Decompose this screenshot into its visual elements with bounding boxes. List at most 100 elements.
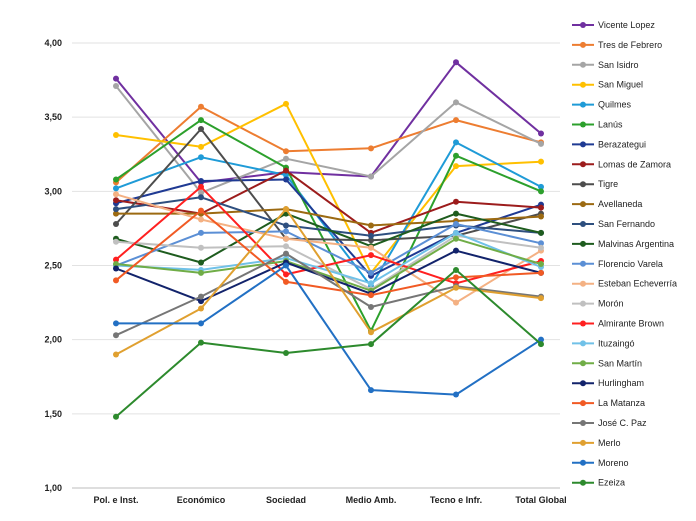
data-point bbox=[283, 243, 289, 250]
data-point bbox=[198, 229, 204, 236]
x-tick-label: Sociedad bbox=[266, 495, 306, 505]
data-point bbox=[198, 154, 204, 161]
series-line bbox=[115, 212, 542, 264]
legend-item: Berazategui bbox=[572, 139, 646, 149]
legend-swatch-marker bbox=[580, 181, 586, 188]
data-point bbox=[198, 269, 204, 276]
series-1 bbox=[113, 103, 544, 186]
series-12 bbox=[113, 220, 544, 276]
data-point bbox=[368, 280, 374, 287]
y-tick-label: 4,00 bbox=[44, 38, 62, 48]
data-point bbox=[283, 278, 289, 285]
y-tick-label: 1,50 bbox=[44, 409, 62, 419]
legend-item: Tigre bbox=[572, 179, 618, 189]
data-point bbox=[113, 176, 119, 183]
legend-swatch-marker bbox=[580, 61, 586, 68]
legend-label: Lomas de Zamora bbox=[598, 159, 671, 169]
data-point bbox=[453, 99, 459, 106]
legend-swatch-marker bbox=[580, 400, 586, 407]
legend-label: Malvinas Argentina bbox=[598, 239, 674, 249]
legend-swatch-marker bbox=[580, 340, 586, 347]
legend-item: Esteban Echeverría bbox=[572, 279, 677, 289]
data-point bbox=[453, 299, 459, 306]
data-point bbox=[113, 197, 119, 204]
series-lines bbox=[113, 59, 544, 420]
legend-item: Almirante Brown bbox=[572, 319, 664, 329]
legend-item: Hurlingham bbox=[572, 378, 644, 388]
data-point bbox=[283, 228, 289, 235]
series-line bbox=[115, 128, 542, 242]
data-point bbox=[113, 83, 119, 90]
data-point bbox=[453, 117, 459, 124]
legend-item: José C. Paz bbox=[572, 418, 647, 428]
data-point bbox=[198, 320, 204, 327]
data-point bbox=[283, 235, 289, 242]
data-point bbox=[198, 117, 204, 124]
legend-label: Tigre bbox=[598, 179, 618, 189]
series-line bbox=[115, 249, 542, 303]
data-point bbox=[453, 266, 459, 273]
legend-swatch-marker bbox=[580, 380, 586, 387]
legend-label: Florencio Varela bbox=[598, 259, 663, 269]
data-point bbox=[453, 220, 459, 227]
series-line bbox=[115, 193, 542, 304]
legend-label: San Isidro bbox=[598, 60, 639, 70]
legend-label: Merlo bbox=[598, 438, 621, 448]
legend-label: San Miguel bbox=[598, 80, 643, 90]
legend-swatch-marker bbox=[580, 121, 586, 128]
data-point bbox=[198, 189, 204, 196]
legend-label: San Martín bbox=[598, 358, 642, 368]
data-point bbox=[283, 262, 289, 269]
series-line bbox=[115, 223, 542, 274]
data-point bbox=[113, 413, 119, 420]
data-point bbox=[283, 176, 289, 183]
data-point bbox=[538, 244, 544, 251]
legend-item: Quilmes bbox=[572, 100, 632, 110]
legend-item: Lomas de Zamora bbox=[572, 159, 671, 169]
legend-swatch-marker bbox=[580, 360, 586, 367]
data-point bbox=[368, 237, 374, 244]
data-point bbox=[198, 177, 204, 184]
data-point bbox=[538, 204, 544, 211]
legend-swatch-marker bbox=[580, 260, 586, 267]
legend-swatch-marker bbox=[580, 300, 586, 307]
legend-label: La Matanza bbox=[598, 398, 645, 408]
data-point bbox=[453, 284, 459, 291]
legend-swatch-marker bbox=[580, 161, 586, 168]
data-point bbox=[538, 183, 544, 190]
legend-item: Lanús bbox=[572, 120, 623, 130]
data-point bbox=[198, 216, 204, 223]
series-line bbox=[115, 209, 542, 297]
data-point bbox=[113, 238, 119, 245]
y-tick-label: 1,00 bbox=[44, 483, 62, 493]
data-point bbox=[538, 213, 544, 220]
data-point bbox=[453, 391, 459, 398]
data-point bbox=[198, 259, 204, 266]
data-point bbox=[113, 320, 119, 327]
data-point bbox=[113, 75, 119, 82]
series-line bbox=[115, 268, 542, 418]
data-point bbox=[113, 332, 119, 339]
data-point bbox=[453, 210, 459, 217]
series-line bbox=[115, 85, 542, 194]
data-point bbox=[453, 152, 459, 159]
data-point bbox=[368, 222, 374, 229]
legend-swatch-marker bbox=[580, 479, 586, 486]
data-point bbox=[113, 351, 119, 358]
data-point bbox=[453, 229, 459, 236]
data-point bbox=[283, 172, 289, 179]
legend-label: Hurlingham bbox=[598, 378, 644, 388]
data-point bbox=[113, 261, 119, 268]
legend-item: Florencio Varela bbox=[572, 259, 663, 269]
x-tick-label: Económico bbox=[177, 495, 226, 505]
data-point bbox=[538, 158, 544, 165]
data-point bbox=[368, 329, 374, 336]
data-point bbox=[198, 298, 204, 305]
data-point bbox=[538, 240, 544, 247]
y-tick-label: 2,00 bbox=[44, 335, 62, 345]
data-point bbox=[113, 265, 119, 272]
legend-swatch-marker bbox=[580, 22, 586, 28]
legend-label: José C. Paz bbox=[598, 418, 647, 428]
data-point bbox=[283, 155, 289, 162]
series-line bbox=[115, 237, 542, 292]
